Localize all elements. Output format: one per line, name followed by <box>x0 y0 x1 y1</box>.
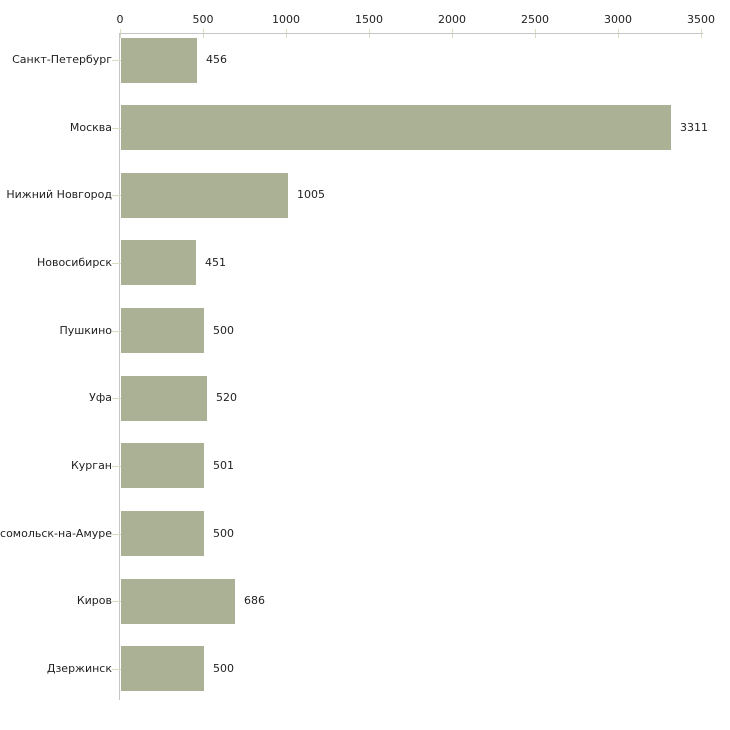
category-tick-mark <box>112 466 121 467</box>
category-tick-mark <box>112 331 121 332</box>
value-label: 500 <box>213 662 234 675</box>
category-label: Курган <box>70 459 112 472</box>
bar <box>121 105 671 150</box>
value-label: 500 <box>213 324 234 337</box>
bar <box>121 173 288 218</box>
bar <box>121 579 235 624</box>
value-label: 520 <box>216 391 237 404</box>
value-label: 3311 <box>680 121 708 134</box>
bar <box>121 443 204 488</box>
value-label: 686 <box>244 594 265 607</box>
category-tick-mark <box>112 60 121 61</box>
value-label: 501 <box>213 459 234 472</box>
bar <box>121 38 197 83</box>
x-tick-label: 2000 <box>438 13 466 26</box>
category-tick-mark <box>112 128 121 129</box>
category-label: мсомольск-на-Амуре <box>0 527 112 540</box>
category-label: Дзержинск <box>46 662 112 675</box>
bar <box>121 511 204 556</box>
y-axis-line <box>119 33 120 700</box>
category-tick-mark <box>112 601 121 602</box>
category-label: Нижний Новгород <box>6 188 112 201</box>
category-label: Москва <box>69 121 112 134</box>
value-label: 1005 <box>297 188 325 201</box>
category-label: Санкт-Петербург <box>12 53 112 66</box>
category-label: Пушкино <box>59 324 112 337</box>
category-label: Уфа <box>89 391 112 404</box>
bar <box>121 376 207 421</box>
category-label: Новосибирск <box>36 256 112 269</box>
x-tick-label: 500 <box>192 13 214 26</box>
x-tick-label: 3500 <box>687 13 715 26</box>
value-label: 451 <box>205 256 226 269</box>
x-tick-label: 0 <box>116 13 124 26</box>
category-tick-mark <box>112 534 121 535</box>
x-axis-line <box>119 33 703 34</box>
x-tick-label: 2500 <box>521 13 549 26</box>
category-tick-mark <box>112 398 121 399</box>
category-tick-mark <box>112 195 121 196</box>
category-tick-mark <box>112 669 121 670</box>
x-tick-label: 3000 <box>604 13 632 26</box>
bar <box>121 308 204 353</box>
value-label: 456 <box>206 53 227 66</box>
bar <box>121 240 196 285</box>
x-tick-label: 1500 <box>355 13 383 26</box>
category-tick-mark <box>112 263 121 264</box>
bar <box>121 646 204 691</box>
value-label: 500 <box>213 527 234 540</box>
x-tick-label: 1000 <box>272 13 300 26</box>
category-label: Киров <box>76 594 112 607</box>
